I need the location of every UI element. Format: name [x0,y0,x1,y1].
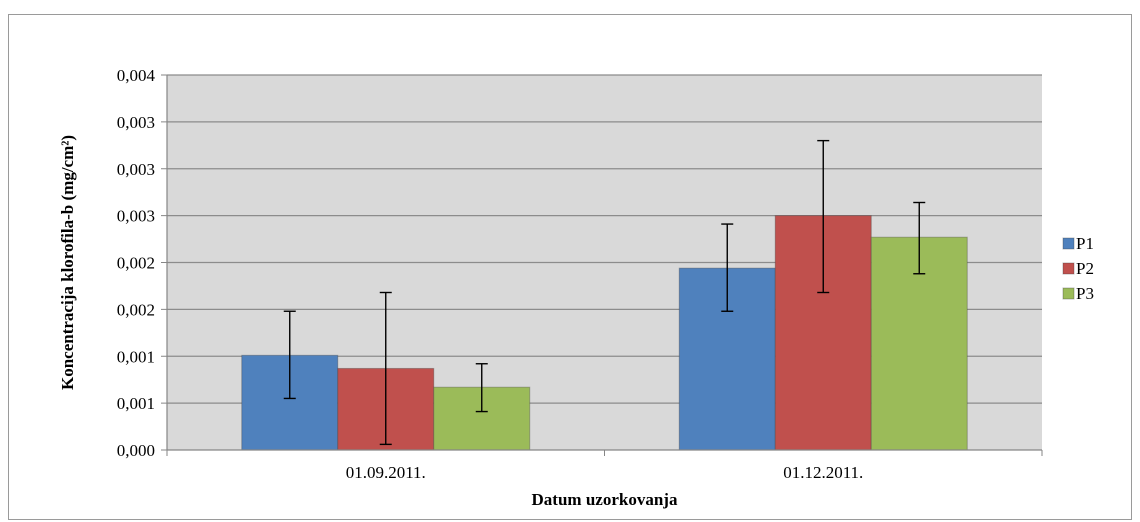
legend-swatch-p2 [1062,262,1075,275]
legend-label-p2: P2 [1076,259,1094,278]
legend: P1 P2 P3 [1062,234,1094,303]
y-tick-label: 0,002 [117,300,155,319]
y-tick-label: 0,003 [117,160,155,179]
x-tick-label: 01.12.2011. [783,463,863,482]
legend-label-p3: P3 [1076,284,1094,303]
x-axis-title: Datum uzorkovanja [532,490,678,509]
error-bars-group [283,139,926,446]
y-tick-label: 0,003 [117,207,155,226]
legend-swatch-p1 [1062,237,1075,250]
legend-swatch-p3 [1062,287,1075,300]
x-tick-label: 01.09.2011. [346,463,426,482]
bars-group [241,215,968,451]
y-tick-label: 0,002 [117,254,155,273]
y-tick-label: 0,000 [117,441,155,460]
y-tick-label: 0,004 [117,66,156,85]
y-axis-ticks: 0,000 0,001 0,001 0,002 0,002 0,003 0,003 0,003… [117,66,167,460]
legend-label-p1: P1 [1076,234,1094,253]
x-axis-ticks: 01.09.2011. 01.12.2011. [166,450,1043,482]
y-axis-title: Koncentracija klorofila-b (mg/cm²) [58,135,77,390]
y-tick-label: 0,001 [117,394,155,413]
y-tick-label: 0,001 [117,347,155,366]
y-tick-label: 0,003 [117,113,155,132]
